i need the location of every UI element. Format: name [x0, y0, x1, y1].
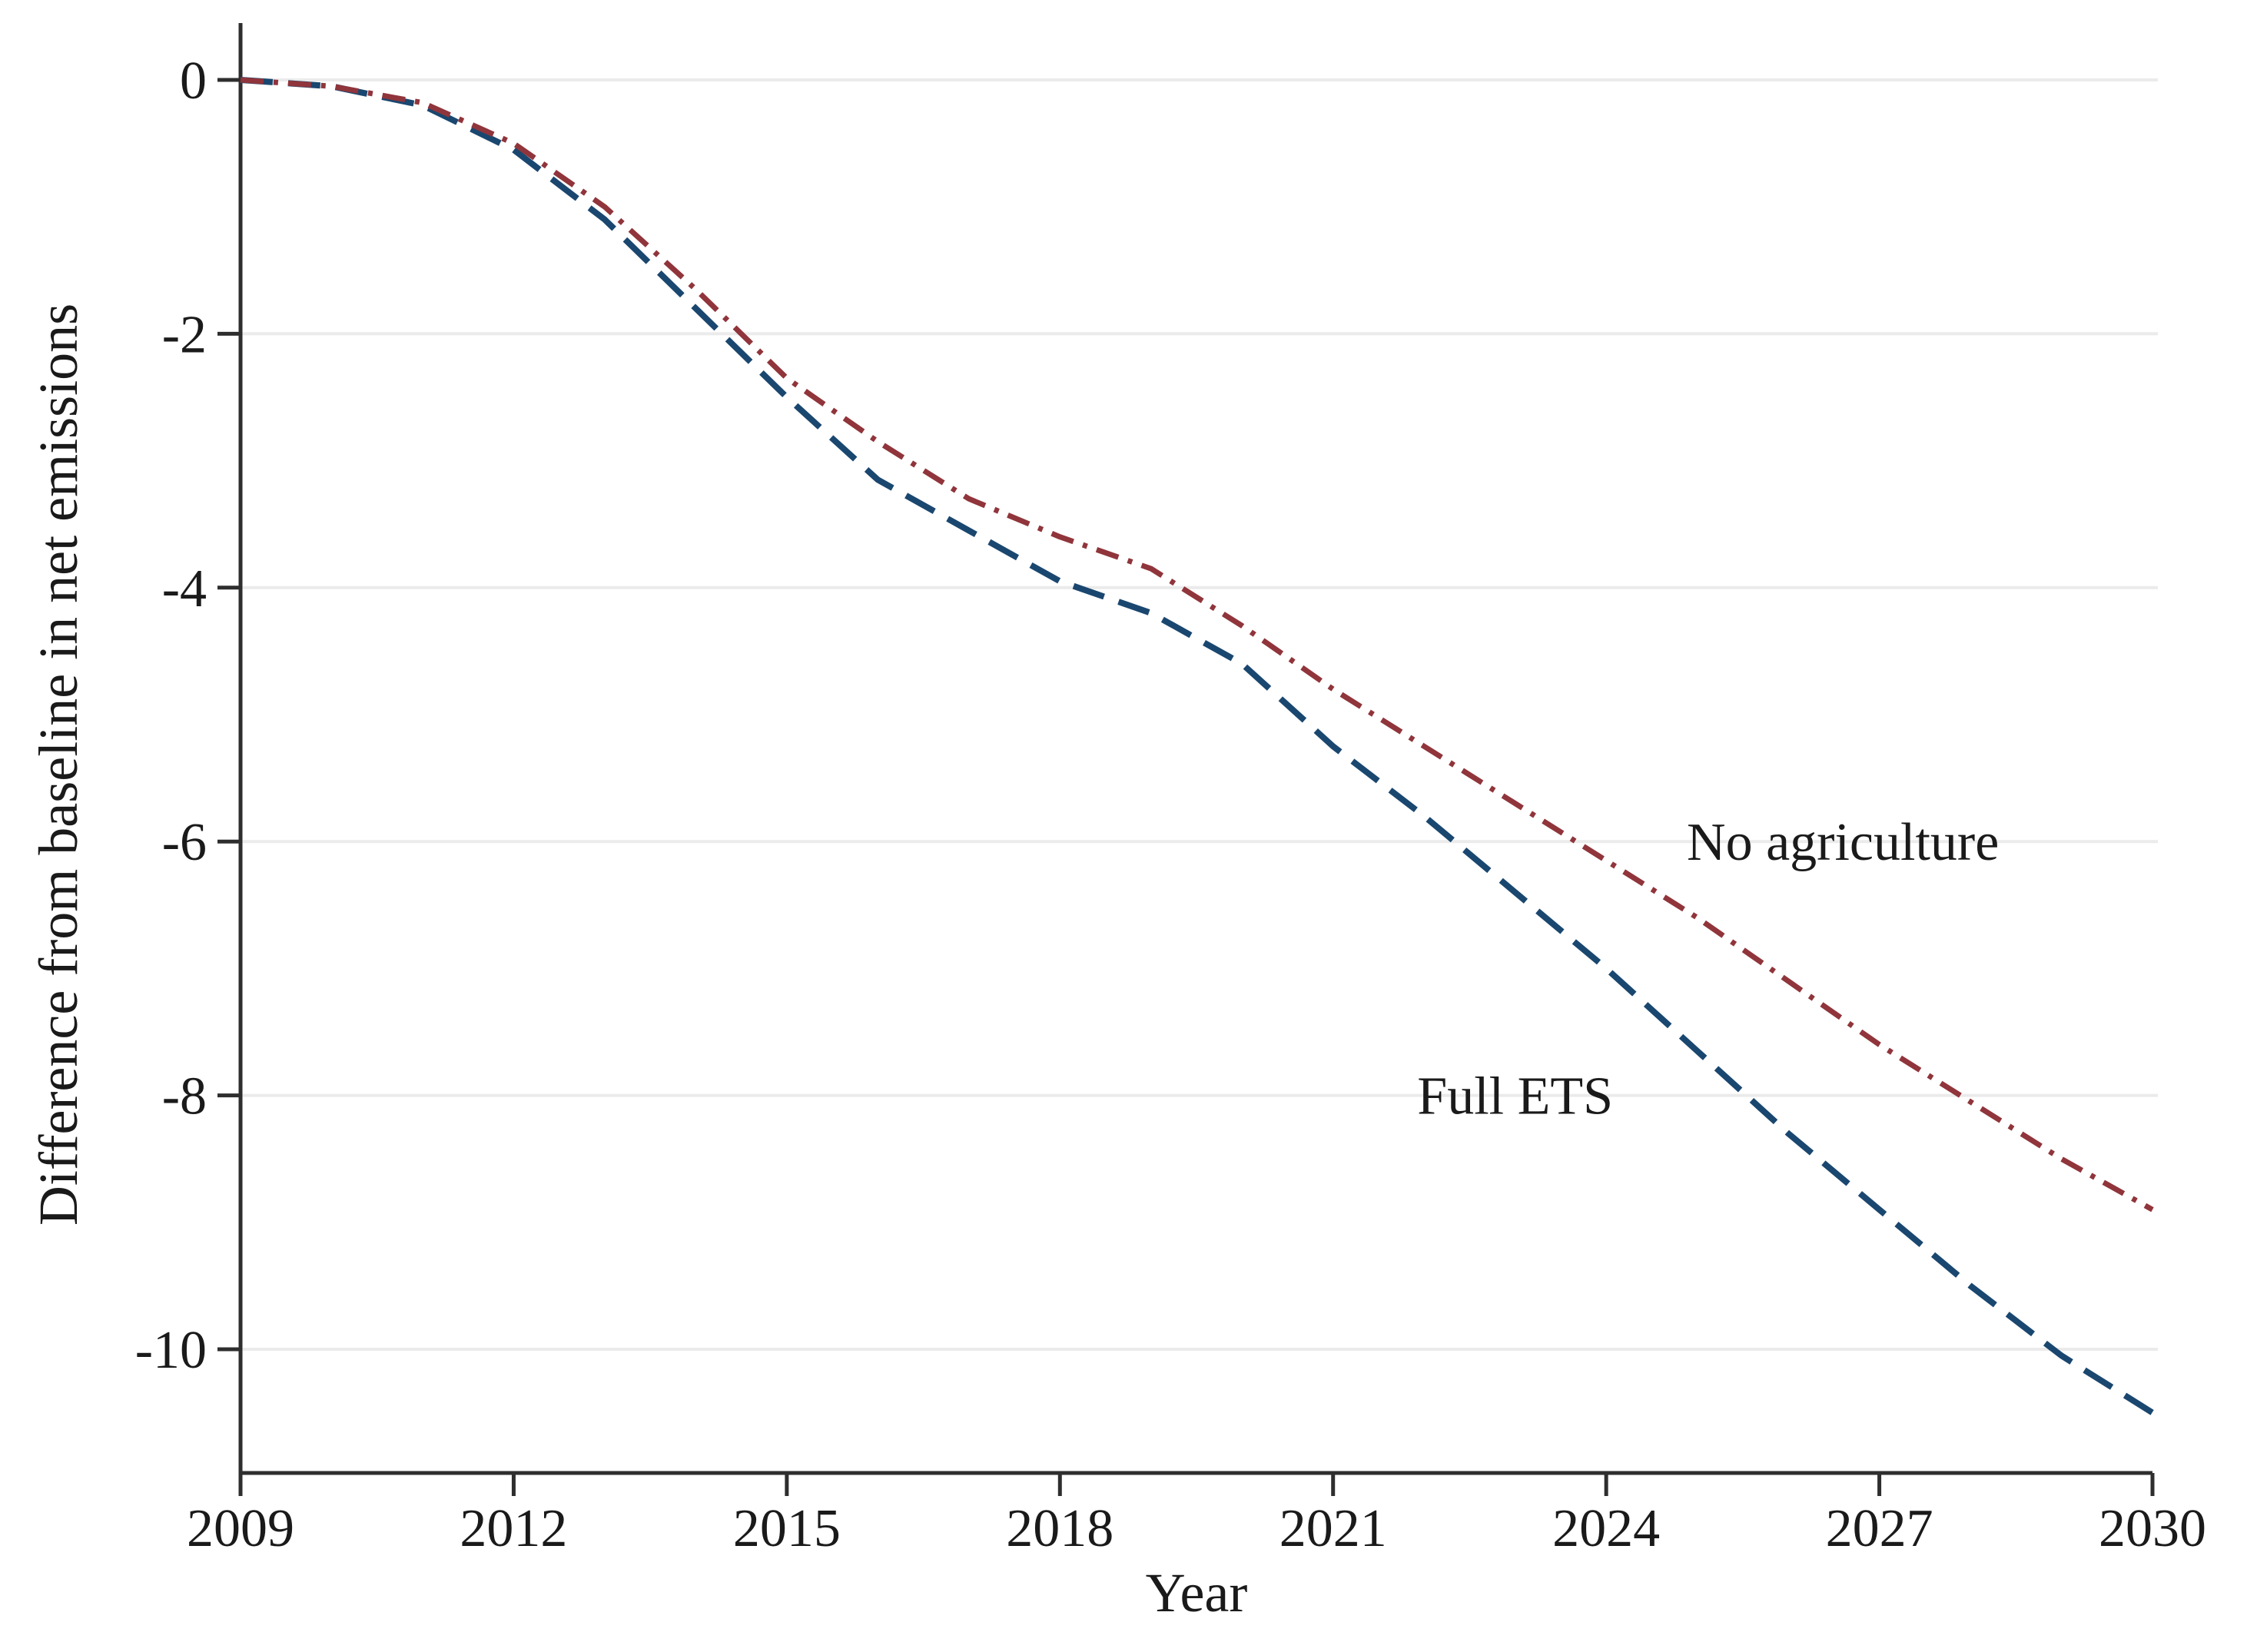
series-lines — [240, 77, 2155, 1415]
series-line-full-ets — [240, 77, 2155, 1415]
series-label-full-ets: Full ETS — [1417, 1067, 1613, 1126]
x-tick-label: 2027 — [1826, 1499, 1933, 1558]
y-tick-label: -2 — [162, 305, 207, 364]
y-tick-label: -10 — [135, 1321, 207, 1380]
series-label-no-agriculture: No agriculture — [1687, 813, 1999, 872]
y-tick-label: -4 — [162, 559, 207, 619]
x-tick-label: 2018 — [1006, 1499, 1114, 1558]
series-line-no-agriculture — [240, 77, 2154, 1212]
series-labels: Full ETS No agriculture — [1417, 813, 1999, 1126]
y-axis-title: Difference from baseline in net emission… — [28, 304, 89, 1226]
x-tick-label: 2024 — [1552, 1499, 1660, 1558]
y-tick-label: 0 — [180, 51, 207, 111]
x-tick-label: 2012 — [460, 1499, 567, 1558]
x-tick-label: 2030 — [2099, 1499, 2206, 1558]
axes: 0 -2 -4 -6 -8 -10 2009 2012 2015 2018 2021 2024 2027… — [135, 23, 2206, 1558]
y-tick-label: -6 — [162, 813, 207, 872]
x-axis-title: Year — [1146, 1562, 1248, 1624]
gridlines — [241, 78, 2158, 1351]
y-tick-label: -8 — [162, 1067, 207, 1126]
x-tick-label: 2009 — [187, 1499, 294, 1558]
x-tick-label: 2015 — [733, 1499, 841, 1558]
x-tick-label: 2021 — [1279, 1499, 1387, 1558]
